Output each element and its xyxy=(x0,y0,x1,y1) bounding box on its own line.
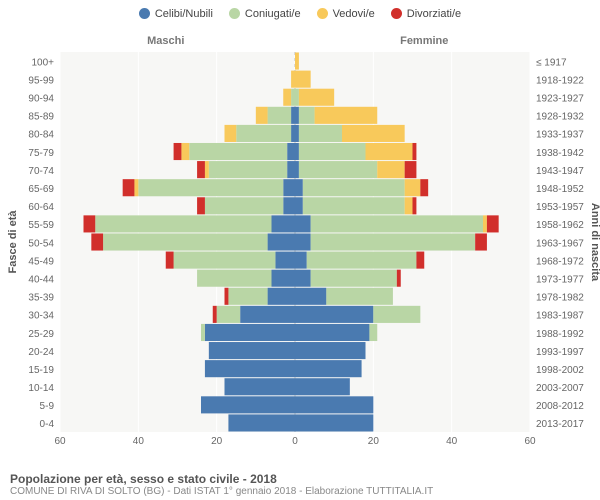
legend-swatch xyxy=(229,8,240,19)
svg-text:Femmine: Femmine xyxy=(400,35,448,47)
svg-text:1958-1962: 1958-1962 xyxy=(536,220,584,231)
legend-label: Divorziati/e xyxy=(407,8,461,20)
svg-text:1938-1942: 1938-1942 xyxy=(536,148,584,159)
svg-text:25-29: 25-29 xyxy=(28,329,54,340)
svg-text:20: 20 xyxy=(211,436,223,447)
legend-swatch xyxy=(317,8,328,19)
svg-text:30-34: 30-34 xyxy=(28,311,54,322)
svg-text:1978-1982: 1978-1982 xyxy=(536,293,584,304)
svg-text:5-9: 5-9 xyxy=(40,401,55,412)
legend-item: Coniugati/e xyxy=(229,8,301,20)
svg-text:1943-1947: 1943-1947 xyxy=(536,166,584,177)
svg-text:1933-1937: 1933-1937 xyxy=(536,130,584,141)
svg-text:≤ 1917: ≤ 1917 xyxy=(536,57,567,68)
svg-text:2013-2017: 2013-2017 xyxy=(536,419,584,430)
svg-text:80-84: 80-84 xyxy=(28,130,54,141)
svg-text:40: 40 xyxy=(133,436,145,447)
svg-text:95-99: 95-99 xyxy=(28,75,54,86)
svg-text:1928-1932: 1928-1932 xyxy=(536,112,584,123)
population-pyramid: 60 60 40 40 20 20 0 Maschi Femmine 100+ ≤ 1917 95-9… xyxy=(0,28,600,468)
svg-text:85-89: 85-89 xyxy=(28,112,54,123)
svg-text:60-64: 60-64 xyxy=(28,202,54,213)
svg-text:1973-1977: 1973-1977 xyxy=(536,274,584,285)
svg-text:0: 0 xyxy=(292,436,298,447)
legend-item: Celibi/Nubili xyxy=(139,8,213,20)
svg-text:55-59: 55-59 xyxy=(28,220,54,231)
chart-title: Popolazione per età, sesso e stato civil… xyxy=(10,472,590,486)
legend-label: Celibi/Nubili xyxy=(155,8,213,20)
svg-text:1923-1927: 1923-1927 xyxy=(536,94,584,105)
svg-text:2008-2012: 2008-2012 xyxy=(536,401,584,412)
svg-text:15-19: 15-19 xyxy=(28,365,54,376)
svg-text:1988-1992: 1988-1992 xyxy=(536,329,584,340)
svg-text:Fasce di età: Fasce di età xyxy=(7,210,19,274)
svg-text:60: 60 xyxy=(524,436,536,447)
svg-text:100+: 100+ xyxy=(31,57,54,68)
svg-text:60: 60 xyxy=(54,436,66,447)
svg-text:0-4: 0-4 xyxy=(40,419,55,430)
svg-text:65-69: 65-69 xyxy=(28,184,54,195)
chart-source: COMUNE DI RIVA DI SOLTO (BG) - Dati ISTA… xyxy=(10,486,590,497)
svg-text:1948-1952: 1948-1952 xyxy=(536,184,584,195)
legend-label: Vedovi/e xyxy=(333,8,375,20)
svg-text:1918-1922: 1918-1922 xyxy=(536,75,584,86)
svg-text:1963-1967: 1963-1967 xyxy=(536,238,584,249)
legend: Celibi/Nubili Coniugati/e Vedovi/e Divorzia… xyxy=(0,0,600,28)
svg-text:40-44: 40-44 xyxy=(28,274,54,285)
chart-footer: Popolazione per età, sesso e stato civil… xyxy=(0,468,600,497)
legend-swatch xyxy=(139,8,150,19)
legend-item: Divorziati/e xyxy=(391,8,461,20)
svg-text:40: 40 xyxy=(446,436,458,447)
svg-text:70-74: 70-74 xyxy=(28,166,54,177)
svg-text:1983-1987: 1983-1987 xyxy=(536,311,584,322)
svg-text:90-94: 90-94 xyxy=(28,94,54,105)
svg-text:1993-1997: 1993-1997 xyxy=(536,347,584,358)
legend-item: Vedovi/e xyxy=(317,8,375,20)
legend-label: Coniugati/e xyxy=(245,8,301,20)
svg-text:1953-1957: 1953-1957 xyxy=(536,202,584,213)
svg-text:Maschi: Maschi xyxy=(147,35,184,47)
svg-text:50-54: 50-54 xyxy=(28,238,54,249)
svg-text:2003-2007: 2003-2007 xyxy=(536,383,584,394)
svg-text:20-24: 20-24 xyxy=(28,347,54,358)
svg-text:10-14: 10-14 xyxy=(28,383,54,394)
svg-text:75-79: 75-79 xyxy=(28,148,54,159)
svg-text:35-39: 35-39 xyxy=(28,293,54,304)
svg-text:45-49: 45-49 xyxy=(28,256,54,267)
svg-text:20: 20 xyxy=(368,436,380,447)
svg-text:1968-1972: 1968-1972 xyxy=(536,256,584,267)
svg-text:1998-2002: 1998-2002 xyxy=(536,365,584,376)
legend-swatch xyxy=(391,8,402,19)
svg-text:Anni di nascita: Anni di nascita xyxy=(589,203,600,282)
